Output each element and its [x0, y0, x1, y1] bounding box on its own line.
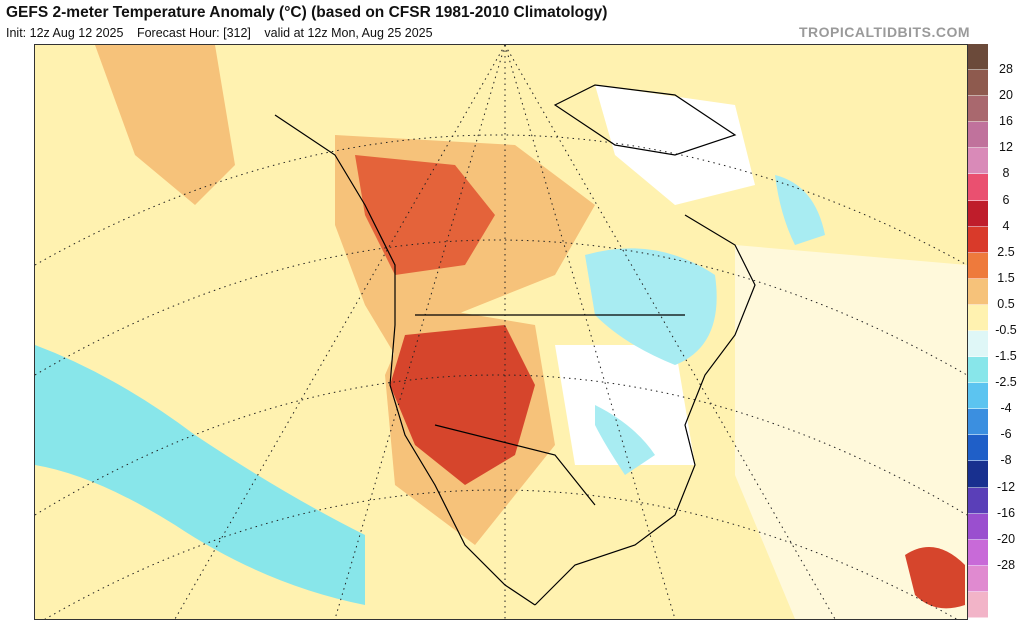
colorbar-color	[968, 70, 988, 97]
colorbar-label: -4	[1000, 401, 1012, 416]
anomaly-southeast-cool	[595, 405, 655, 475]
anomaly-neutral-central	[555, 345, 695, 465]
colorbar-swatch	[968, 44, 1022, 71]
colorbar-color	[968, 304, 988, 331]
colorbar-color	[968, 591, 988, 618]
colorbar-label: 2.5	[997, 244, 1015, 259]
colorbar-swatch	[968, 70, 1022, 97]
colorbar-swatch	[968, 304, 1022, 331]
coastlines	[274, 84, 756, 606]
colorbar-label: 16	[999, 114, 1013, 129]
anomaly-neutral-atlantic	[735, 245, 967, 619]
colorbar-color	[968, 148, 988, 175]
colorbar-label: -28	[996, 557, 1016, 572]
colorbar-label: 12	[999, 140, 1013, 155]
colorbar-swatch	[968, 461, 1022, 488]
colorbar-swatch	[968, 226, 1022, 253]
colorbar-label: 8	[1002, 166, 1010, 181]
colorbar-label: -0.5	[995, 323, 1017, 337]
anomaly-north-pacific-warm	[95, 45, 235, 205]
colorbar-color	[968, 487, 988, 514]
map-subtitle: Init: 12z Aug 12 2025 Forecast Hour: [31…	[6, 26, 443, 40]
colorbar-label: -20	[996, 531, 1016, 546]
colorbar-label: 4	[1002, 218, 1010, 233]
colorbar-color	[968, 409, 988, 436]
colorbar-swatch	[968, 122, 1022, 149]
colorbar-color	[968, 174, 988, 201]
colorbar-label: -1.5	[995, 349, 1017, 364]
init-time: Init: 12z Aug 12 2025	[6, 26, 124, 40]
anomaly-labrador-cool	[775, 175, 825, 245]
colorbar-label: 6	[1002, 192, 1010, 207]
valid-time: valid at 12z Mon, Aug 25 2025	[264, 26, 433, 40]
colorbar-label: -6	[1000, 427, 1012, 442]
colorbar-color	[968, 96, 988, 123]
colorbar-swatch	[968, 200, 1022, 227]
colorbar-swatch	[968, 357, 1022, 384]
anomaly-pacific-cool	[35, 345, 365, 605]
colorbar: 28 20 16 12 8 6 4 2.5 1.5 0.5 -0.5 -1.5 -2.5 -4 -6 -8 -1…	[968, 44, 1022, 618]
forecast-hour: Forecast Hour: [312]	[136, 26, 251, 40]
colorbar-color	[968, 200, 988, 227]
colorbar-swatch	[968, 539, 1022, 566]
colorbar-swatch	[968, 591, 1022, 618]
colorbar-label: -2.5	[995, 375, 1017, 390]
colorbar-label: 20	[999, 88, 1013, 103]
anomaly-west-hot	[390, 325, 535, 485]
colorbar-swatch	[968, 96, 1022, 123]
colorbar-label: 0.5	[997, 296, 1015, 311]
colorbar-swatch	[968, 331, 1022, 358]
colorbar-swatch	[968, 409, 1022, 436]
colorbar-color	[968, 331, 988, 358]
colorbar-label: 28	[999, 62, 1013, 77]
anomaly-west-canada-hot	[355, 155, 495, 275]
colorbar-swatch	[968, 252, 1022, 279]
colorbar-swatch	[968, 278, 1022, 305]
colorbar-swatch	[968, 174, 1022, 201]
colorbar-color	[968, 252, 988, 279]
colorbar-color	[968, 513, 988, 540]
colorbar-swatch	[968, 565, 1022, 592]
colorbar-label: -16	[996, 505, 1016, 520]
map-title: GEFS 2-meter Temperature Anomaly (°C) (b…	[6, 4, 608, 21]
anomaly-east-cool	[585, 248, 717, 365]
colorbar-label: -12	[996, 479, 1016, 494]
colorbar-color	[968, 278, 988, 305]
colorbar-color	[968, 44, 988, 71]
colorbar-swatch	[968, 513, 1022, 540]
colorbar-swatch	[968, 383, 1022, 410]
graticule	[35, 45, 967, 619]
anomaly-map	[34, 44, 968, 620]
colorbar-color	[968, 461, 988, 488]
colorbar-label: 1.5	[997, 270, 1015, 285]
map-canvas	[35, 45, 967, 619]
colorbar-swatch	[968, 487, 1022, 514]
anomaly-neutral-north	[595, 85, 755, 205]
colorbar-color	[968, 357, 988, 384]
colorbar-color	[968, 565, 988, 592]
colorbar-color	[968, 435, 988, 462]
anomaly-south-america-hot	[905, 547, 965, 609]
colorbar-label: -8	[1000, 453, 1012, 468]
colorbar-color	[968, 383, 988, 410]
site-watermark: TROPICALTIDBITS.COM	[798, 24, 970, 40]
colorbar-swatch	[968, 435, 1022, 462]
colorbar-color	[968, 226, 988, 253]
colorbar-color	[968, 539, 988, 566]
colorbar-color	[968, 122, 988, 149]
colorbar-swatch	[968, 148, 1022, 175]
